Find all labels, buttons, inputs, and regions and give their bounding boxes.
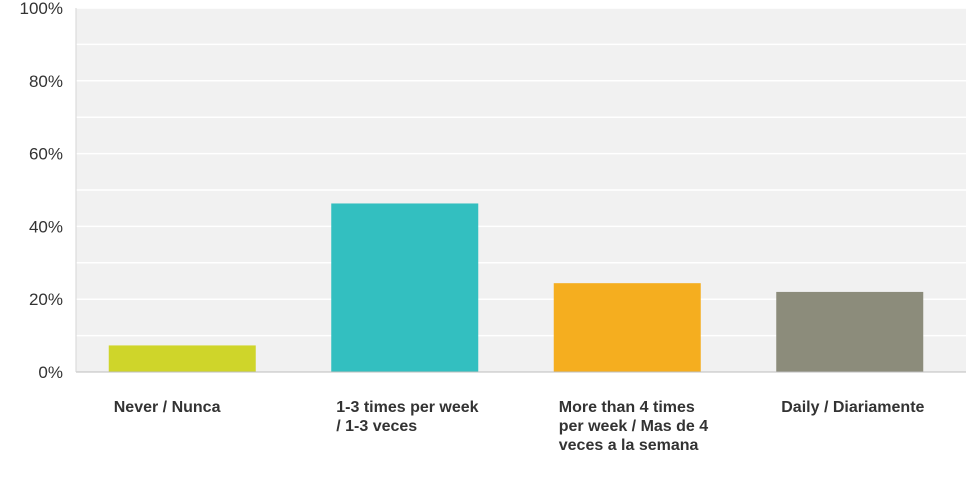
gridlines: [76, 7, 966, 337]
y-tick-label: 40%: [29, 217, 63, 236]
x-category-label: More than 4 times per week / Mas de 4 ve…: [558, 399, 709, 454]
bars: [108, 203, 924, 372]
bar-4: [776, 291, 924, 372]
x-category-label: Daily / Diariamente: [781, 399, 925, 416]
y-tick-label: 100%: [20, 0, 63, 18]
x-category-label: 1-3 times per week / 1-3 veces: [336, 399, 479, 435]
y-tick-label: 20%: [29, 290, 63, 309]
y-tick-label: 60%: [29, 145, 63, 164]
bar-3: [553, 283, 701, 372]
bar-1: [108, 345, 256, 372]
bar-2: [331, 203, 479, 372]
y-tick-label: 80%: [29, 72, 63, 91]
y-tick-label: 0%: [38, 363, 63, 382]
y-axis-tick-labels: 0% 20% 40% 60% 80% 100%: [20, 0, 63, 382]
x-category-label: Never / Nunca: [113, 399, 221, 416]
